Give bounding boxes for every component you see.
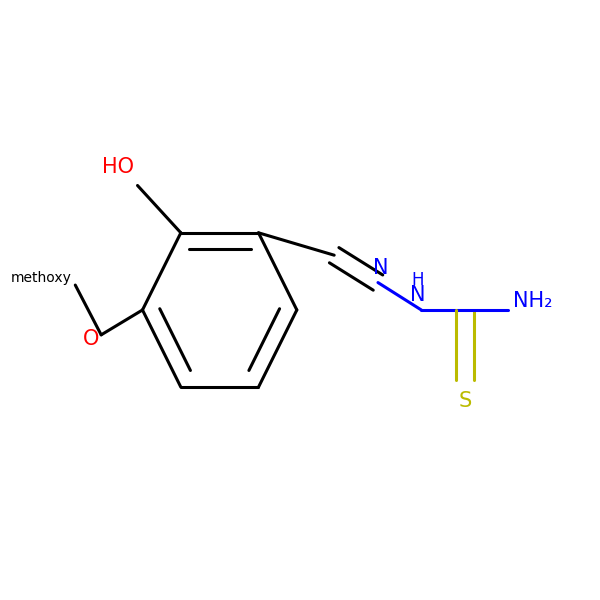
Text: N: N	[410, 285, 425, 305]
Text: NH₂: NH₂	[514, 291, 553, 311]
Text: H: H	[411, 271, 424, 289]
Text: N: N	[373, 257, 388, 278]
Text: O: O	[83, 329, 99, 349]
Text: HO: HO	[102, 157, 134, 176]
Text: methoxy: methoxy	[11, 271, 72, 284]
Text: S: S	[458, 391, 472, 410]
